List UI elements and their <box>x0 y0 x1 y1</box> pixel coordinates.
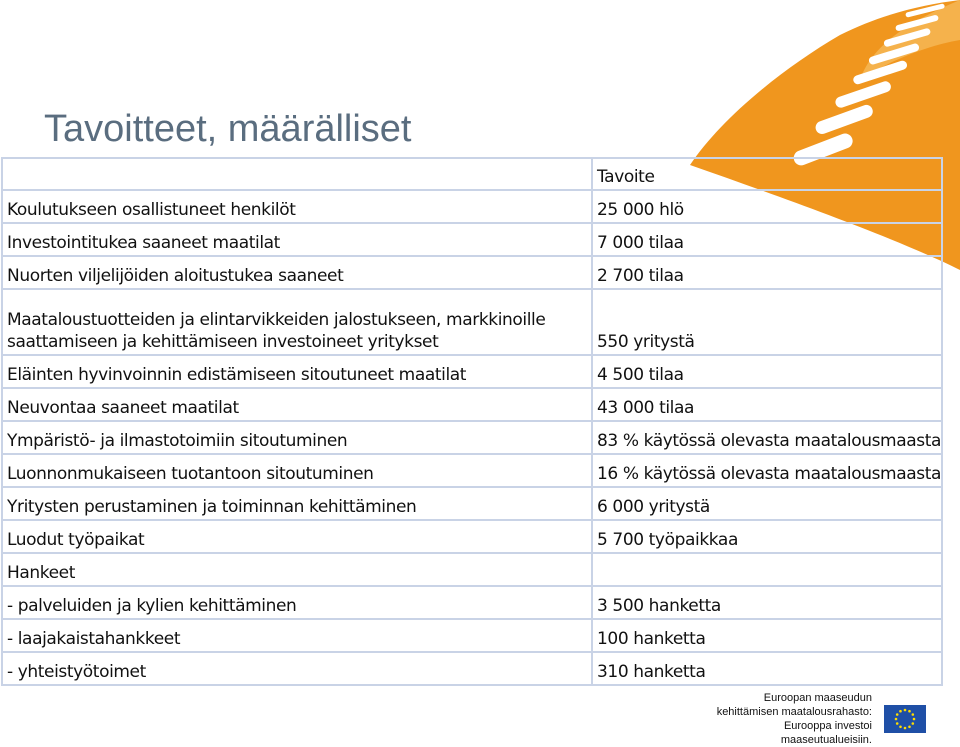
table-row: - laajakaistahankkeet 100 hanketta <box>1 618 943 653</box>
eu-fund-caption-line-1: Euroopan maaseudun <box>763 692 872 704</box>
table-row: Yritysten perustaminen ja toiminnan kehi… <box>1 486 943 521</box>
row-value: 16 % käytössä olevasta maatalousmaasta <box>591 453 943 488</box>
header-label-cell <box>1 157 593 191</box>
row-value: 25 000 hlö <box>591 189 943 224</box>
header-value-cell: Tavoite <box>591 157 943 191</box>
row-value: 83 % käytössä olevasta maatalousmaasta <box>591 420 943 455</box>
row-value: 310 hanketta <box>591 651 943 686</box>
row-label: Eläinten hyvinvoinnin edistämiseen sitou… <box>1 354 593 389</box>
row-label: Ympäristö- ja ilmastotoimiin sitoutumine… <box>1 420 593 455</box>
row-label: Luonnonmukaiseen tuotantoon sitoutuminen <box>1 453 593 488</box>
row-label: Koulutukseen osallistuneet henkilöt <box>1 189 593 224</box>
eu-fund-caption-line-2: kehittämisen maatalousrahasto: <box>716 706 872 718</box>
row-label: - laajakaistahankkeet <box>1 618 593 653</box>
row-value: 3 500 hanketta <box>591 585 943 620</box>
row-label: - palveluiden ja kylien kehittäminen <box>1 585 593 620</box>
table-row: Koulutukseen osallistuneet henkilöt 25 0… <box>1 189 943 224</box>
row-label: Investointitukea saaneet maatilat <box>1 222 593 257</box>
eu-fund-caption: Euroopan maaseudun kehittämisen maatalou… <box>700 691 872 747</box>
table-row: Hankeet <box>1 552 943 587</box>
row-value: 550 yritystä <box>591 288 943 356</box>
table-row: - palveluiden ja kylien kehittäminen 3 5… <box>1 585 943 620</box>
row-label: Yritysten perustaminen ja toiminnan kehi… <box>1 486 593 521</box>
row-value: 5 700 työpaikkaa <box>591 519 943 554</box>
row-label: Luodut työpaikat <box>1 519 593 554</box>
table-row: Nuorten viljelijöiden aloitustukea saane… <box>1 255 943 290</box>
table-row: - yhteistyötoimet 310 hanketta <box>1 651 943 686</box>
row-label: Hankeet <box>1 552 593 587</box>
row-value: 2 700 tilaa <box>591 255 943 290</box>
row-value <box>591 552 943 587</box>
table-row: Eläinten hyvinvoinnin edistämiseen sitou… <box>1 354 943 389</box>
row-label: Nuorten viljelijöiden aloitustukea saane… <box>1 255 593 290</box>
row-label: - yhteistyötoimet <box>1 651 593 686</box>
table-row: Luodut työpaikat 5 700 työpaikkaa <box>1 519 943 554</box>
targets-table: Tavoite Koulutukseen osallistuneet henki… <box>1 157 943 686</box>
table-row: Ympäristö- ja ilmastotoimiin sitoutumine… <box>1 420 943 455</box>
eu-fund-caption-line-3: Eurooppa investoi maaseutualueisiin. <box>780 720 872 746</box>
row-value: 6 000 yritystä <box>591 486 943 521</box>
table-row: Neuvontaa saaneet maatilat 43 000 tilaa <box>1 387 943 422</box>
row-value: 100 hanketta <box>591 618 943 653</box>
eu-flag-icon <box>884 705 926 733</box>
table-row: Investointitukea saaneet maatilat 7 000 … <box>1 222 943 257</box>
table-row: Luonnonmukaiseen tuotantoon sitoutuminen… <box>1 453 943 488</box>
row-label: Neuvontaa saaneet maatilat <box>1 387 593 422</box>
table-header-row: Tavoite <box>1 157 943 191</box>
table-row: Maataloustuotteiden ja elintarvikkeiden … <box>1 288 943 356</box>
row-label: Maataloustuotteiden ja elintarvikkeiden … <box>1 288 593 356</box>
page-title: Tavoitteet, määrälliset <box>44 108 412 150</box>
row-value: 43 000 tilaa <box>591 387 943 422</box>
row-value: 7 000 tilaa <box>591 222 943 257</box>
row-value: 4 500 tilaa <box>591 354 943 389</box>
